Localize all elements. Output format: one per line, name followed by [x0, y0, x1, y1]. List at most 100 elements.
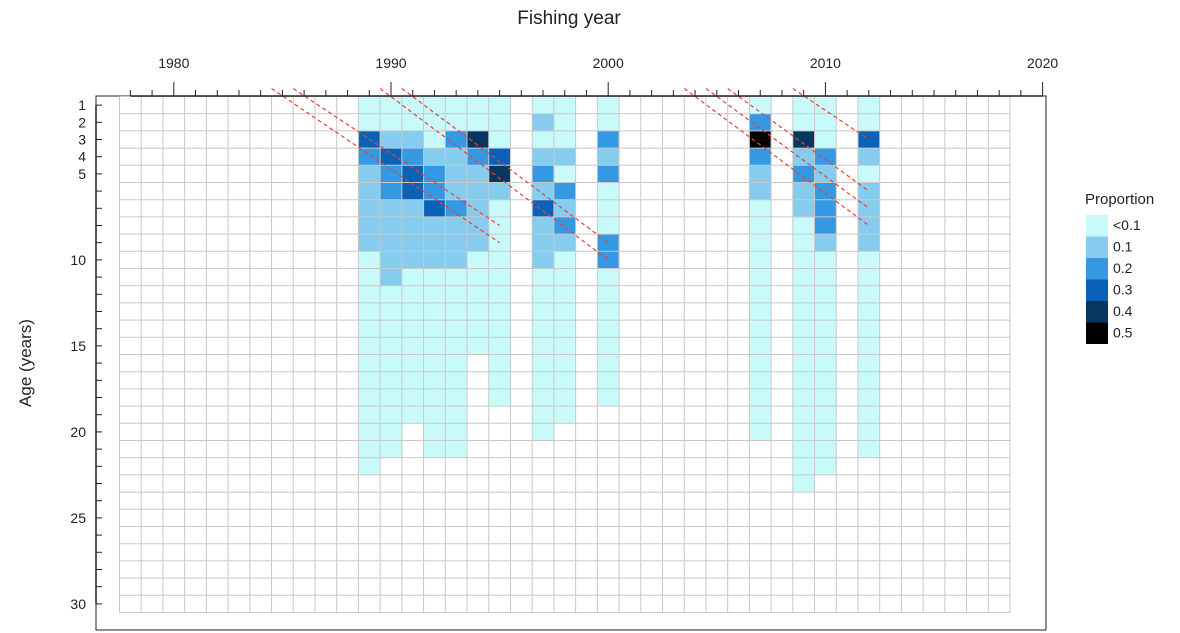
heatmap-cell [814, 216, 837, 235]
heatmap-cell [488, 320, 511, 338]
heatmap-cell [814, 165, 837, 183]
heatmap-cell [380, 388, 402, 407]
heatmap-cell [358, 96, 381, 114]
heatmap-cell [358, 337, 381, 355]
heatmap-cell [358, 148, 381, 166]
heatmap-cell [445, 388, 468, 407]
heatmap-cell [423, 148, 446, 166]
heatmap-cell [792, 423, 815, 441]
heatmap-cell [857, 96, 880, 114]
y-tick-label: 3 [78, 132, 86, 148]
heatmap-cell [814, 440, 837, 458]
heatmap-cell [814, 234, 837, 252]
heatmap-cell [792, 388, 815, 407]
heatmap-cell [445, 199, 468, 217]
heatmap-cell [445, 216, 468, 235]
heatmap-cell [792, 234, 815, 252]
heatmap-cell [532, 337, 554, 355]
heatmap-cell [488, 285, 511, 303]
heatmap-cell [401, 337, 424, 355]
heatmap-cell [749, 182, 772, 200]
heatmap-cell [358, 440, 381, 458]
cohort-line [727, 88, 870, 192]
heatmap-cell [814, 423, 837, 441]
heatmap-cell [380, 251, 402, 269]
heatmap-cell [749, 388, 772, 407]
heatmap-cell [423, 199, 446, 217]
heatmap-cell [553, 406, 576, 424]
heatmap-cell [792, 320, 815, 338]
heatmap-cell [814, 251, 837, 269]
heatmap-cell [380, 302, 402, 321]
heatmap-cell [423, 285, 446, 303]
heatmap-cell [814, 302, 837, 321]
heatmap-cell [467, 182, 489, 200]
heatmap-cell [553, 285, 576, 303]
heatmap-cell [423, 251, 446, 269]
heatmap-cell [467, 268, 489, 286]
heatmap-cell [380, 113, 402, 131]
grid-lines [119, 96, 1011, 613]
heatmap-cell [380, 406, 402, 424]
legend-swatch [1086, 236, 1108, 258]
heatmap-cell [814, 148, 837, 166]
heatmap-cell [401, 251, 424, 269]
heatmap-cell [597, 182, 620, 200]
heatmap-cell [553, 148, 576, 166]
heatmap-cell [749, 130, 772, 149]
heatmap-cell [597, 199, 620, 217]
heatmap-cell [401, 302, 424, 321]
y-tick-label: 5 [78, 166, 86, 182]
cohort-lines [271, 88, 870, 261]
heatmap-cell [423, 96, 446, 114]
heatmap-cell [467, 302, 489, 321]
heatmap-cell [597, 268, 620, 286]
heatmap-cell [553, 302, 576, 321]
heatmap-cell [358, 388, 381, 407]
heatmap-cell [792, 406, 815, 424]
heatmap-cell [749, 113, 772, 131]
heatmap-cell [814, 96, 837, 114]
heatmap-cell [532, 182, 554, 200]
heatmap-cell [488, 337, 511, 355]
heatmap-cell [445, 234, 468, 252]
heatmap-cell [467, 165, 489, 183]
heatmap-cell [532, 406, 554, 424]
heatmap-cell [532, 388, 554, 407]
heatmap-cell [488, 113, 511, 131]
heatmap-cell [445, 440, 468, 458]
legend-swatch [1086, 258, 1108, 280]
heatmap-cell [380, 199, 402, 217]
heatmap-cell [423, 354, 446, 372]
heatmap-cell [597, 96, 620, 114]
heatmap-cell [814, 406, 837, 424]
heatmap-cell [553, 388, 576, 407]
heatmap-cell [553, 96, 576, 114]
heatmap-cell [857, 148, 880, 166]
heatmap-cell [792, 130, 815, 149]
heatmap-cell [553, 113, 576, 131]
heatmap-cell [380, 354, 402, 372]
legend-label: 0.4 [1113, 303, 1133, 319]
heatmap-cell [814, 371, 837, 389]
heatmap-cell [749, 320, 772, 338]
y-axis-title: Age (years) [16, 319, 35, 407]
heatmap-cells [358, 96, 880, 493]
heatmap-cell [597, 148, 620, 166]
heatmap-cell [532, 371, 554, 389]
heatmap-cell [380, 285, 402, 303]
heatmap-cell [401, 234, 424, 252]
heatmap-cell [597, 320, 620, 338]
heatmap-cell [597, 371, 620, 389]
cohort-line [683, 88, 870, 226]
heatmap-cell [423, 234, 446, 252]
x-tick-label: 1980 [158, 55, 189, 71]
heatmap-cell [445, 285, 468, 303]
heatmap-cell [401, 354, 424, 372]
heatmap-cell [401, 320, 424, 338]
legend-swatch [1086, 301, 1108, 323]
heatmap-cell [488, 268, 511, 286]
heatmap-cell [749, 96, 772, 114]
heatmap-cell [814, 285, 837, 303]
heatmap-cell [857, 268, 880, 286]
